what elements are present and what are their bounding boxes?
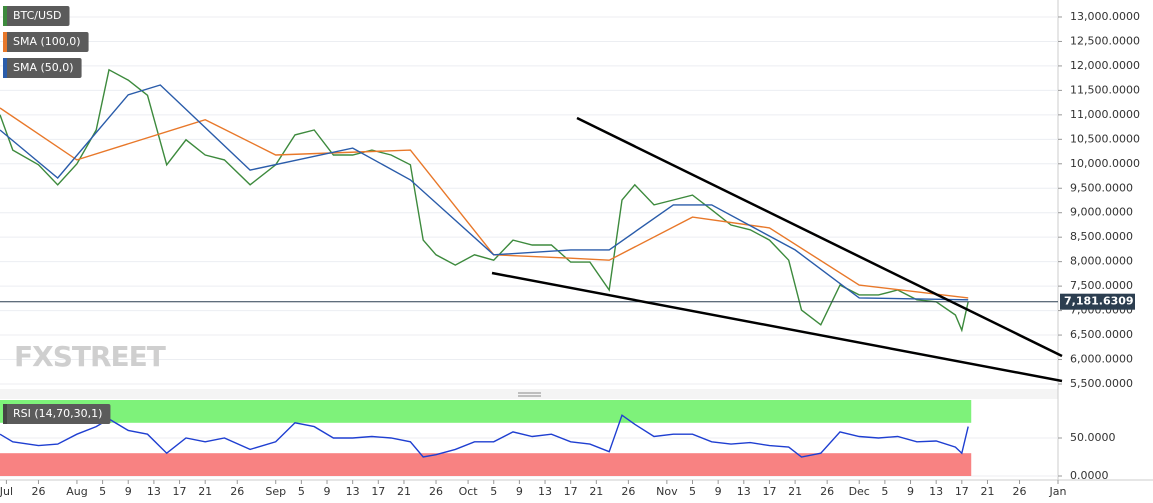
legend-box (3, 58, 82, 78)
trend-line (491, 271, 1063, 383)
y-tick-label: 11,000.0000 (1070, 108, 1140, 121)
watermark: FXSTREET (14, 340, 166, 373)
y-tick-label: 9,000.0000 (1070, 206, 1133, 219)
y-tick-label: 8,500.0000 (1070, 230, 1133, 243)
x-tick-label: 17 (762, 485, 776, 498)
x-tick-label: 13 (147, 485, 161, 498)
x-tick-label: 26 (31, 485, 45, 498)
x-tick-label: 13 (929, 485, 943, 498)
x-tick-label: 21 (589, 485, 603, 498)
last-price-box (1060, 293, 1135, 310)
x-tick-label: 9 (907, 485, 914, 498)
x-tick-label: 21 (198, 485, 212, 498)
x-tick-label: Jan (1049, 485, 1067, 498)
x-tick-label: 17 (564, 485, 578, 498)
x-tick-label: 17 (173, 485, 187, 498)
panel-separator[interactable] (0, 389, 1058, 399)
series-line (0, 107, 969, 299)
y-tick-label: 8,000.0000 (1070, 255, 1133, 268)
x-tick-label: 26 (230, 485, 244, 498)
y-tick-label: 9,500.0000 (1070, 181, 1133, 194)
x-tick-label: Dec (849, 485, 870, 498)
x-tick-label: Jul (0, 485, 13, 498)
overbought-band (0, 400, 972, 423)
legend-swatch (3, 6, 7, 26)
x-tick-label: 5 (689, 485, 696, 498)
x-tick-label: Nov (656, 485, 678, 498)
y-tick-label: 10,500.0000 (1070, 132, 1140, 145)
y-tick-label: 5,500.0000 (1070, 377, 1133, 390)
x-tick-label: 21 (397, 485, 411, 498)
trend-line (576, 116, 1063, 358)
x-tick-label: 5 (490, 485, 497, 498)
series-line (0, 68, 969, 333)
series-line (0, 414, 969, 458)
x-tick-label: 21 (788, 485, 802, 498)
rsi-label: RSI (14,70,30,1) (13, 407, 102, 420)
legend-box (3, 32, 89, 52)
legend-label: BTC/USD (13, 9, 62, 22)
x-tick-label: Oct (459, 485, 479, 498)
y-tick-label: 6,500.0000 (1070, 328, 1133, 341)
grid (0, 16, 1062, 484)
y-tick-label: 10,000.0000 (1070, 157, 1140, 170)
x-tick-label: 5 (881, 485, 888, 498)
y-tick-label: 12,500.0000 (1070, 34, 1140, 47)
y-tick-label: 50.0000 (1070, 431, 1116, 444)
x-tick-label: 17 (955, 485, 969, 498)
x-tick-label: 5 (298, 485, 305, 498)
x-tick-label: Sep (265, 485, 286, 498)
y-tick-label: 13,000.0000 (1070, 10, 1140, 23)
legend-label: SMA (100,0) (13, 35, 81, 48)
series-line (0, 84, 969, 301)
legend-box (3, 6, 70, 26)
y-tick-label: 11,500.0000 (1070, 83, 1140, 96)
x-tick-label: 13 (346, 485, 360, 498)
x-tick-label: 13 (737, 485, 751, 498)
y-tick-label: 0.0000 (1070, 469, 1109, 482)
main-plot (0, 0, 1058, 388)
x-tick-label: 26 (621, 485, 635, 498)
x-tick-label: 13 (538, 485, 552, 498)
x-tick-label: 26 (820, 485, 834, 498)
x-tick-label: 9 (715, 485, 722, 498)
rsi-swatch (3, 404, 7, 424)
marks (0, 68, 1058, 458)
legend-label: SMA (50,0) (13, 61, 74, 74)
x-tick-label: 26 (1013, 485, 1027, 498)
legend-swatch (3, 58, 7, 78)
x-tick-label: 5 (99, 485, 106, 498)
x-tick-label: 21 (980, 485, 994, 498)
y-tick-label: 7,500.0000 (1070, 279, 1133, 292)
rsi-box (3, 404, 111, 424)
labels: Jul 26 Aug 5 9 13 17 21 26 Sep 5 9 13 17 21 26 Oct 5 9 13 17… (0, 6, 1140, 498)
oversold-band (0, 453, 972, 476)
y-tick-label: 12,000.0000 (1070, 59, 1140, 72)
last-price-label: 7,181.6309 (1064, 295, 1134, 308)
x-tick-label: Aug (66, 485, 87, 498)
x-tick-label: 9 (516, 485, 523, 498)
x-tick-label: 26 (429, 485, 443, 498)
y-tick-label: 6,000.0000 (1070, 353, 1133, 366)
legend-swatch (3, 32, 7, 52)
x-tick-label: 9 (324, 485, 331, 498)
x-tick-label: 9 (125, 485, 132, 498)
x-tick-label: 17 (371, 485, 385, 498)
